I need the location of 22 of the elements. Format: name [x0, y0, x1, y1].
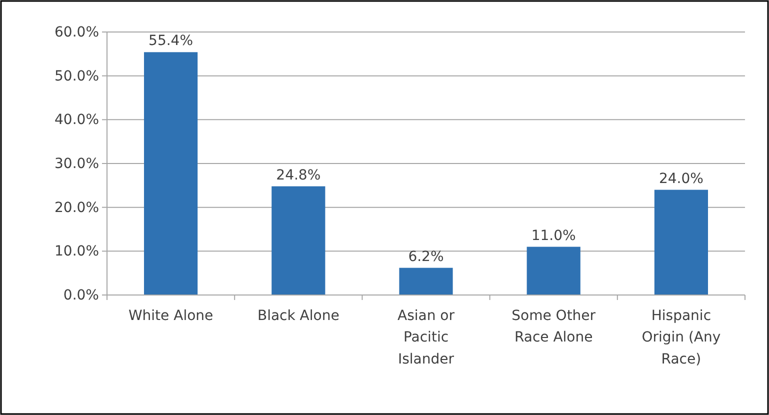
x-tick-label: Asian or Pacitic Islander [398, 308, 455, 368]
bar [526, 246, 580, 295]
data-label: 11.0% [531, 228, 576, 244]
y-tick-label: 40.0% [54, 112, 99, 128]
y-tick-label: 0.0% [63, 287, 99, 304]
x-tick-label: Hispanic Origin (Any Race) [642, 308, 721, 368]
bar [272, 186, 326, 295]
y-tick-label: 20.0% [54, 200, 99, 216]
data-label: 55.4% [148, 33, 194, 50]
data-label: 24.0% [658, 170, 704, 187]
y-tick-label: 60.0% [54, 24, 99, 40]
bar [654, 190, 708, 295]
x-tick-label: Some Other Race Alone [512, 308, 596, 346]
x-tick-label: White Alone [128, 308, 214, 324]
x-tick-label: Black Alone [257, 308, 340, 324]
y-tick-label: 10.0% [54, 244, 99, 260]
bar [399, 268, 453, 295]
bar [144, 52, 198, 295]
y-tick-label: 30.0% [54, 156, 99, 172]
data-label: 6.2% [408, 248, 444, 265]
data-label: 24.8% [276, 167, 321, 184]
y-tick-label: 50.0% [54, 68, 99, 84]
